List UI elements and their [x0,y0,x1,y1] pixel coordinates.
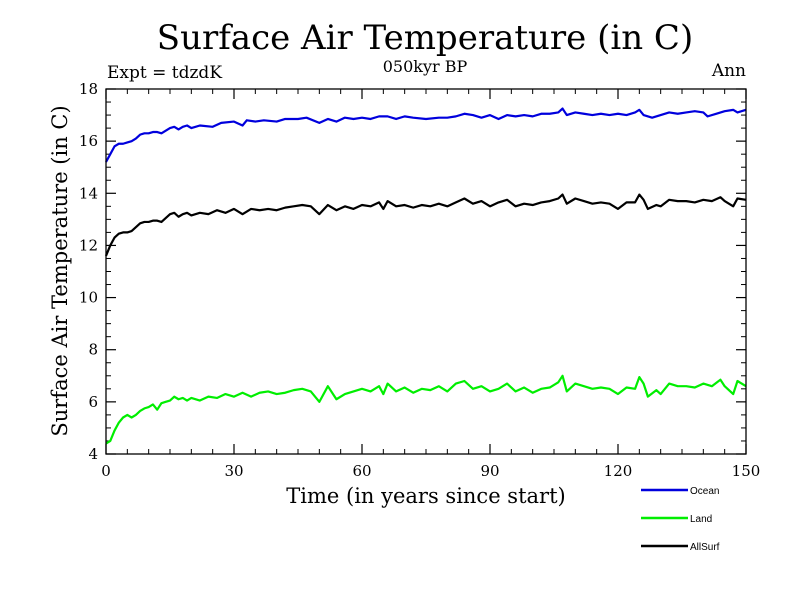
y-tick-label: 14 [79,184,98,202]
y-tick-label: 8 [88,341,98,359]
x-tick-label: 30 [224,462,243,480]
legend-label-land: Land [690,514,712,525]
x-tick-labels: 0 30 60 90 120 150 [101,462,760,480]
y-tick-label: 16 [79,132,98,150]
series-line-ocean [105,107,747,163]
x-tick-label: 0 [101,462,111,480]
y-tick-label: 10 [79,289,98,307]
legend: Ocean Land AllSurf [641,486,720,553]
series-layer [104,107,747,445]
x-tick-label: 120 [604,462,633,480]
y-tick-labels: 4 6 8 10 12 14 16 18 [79,80,98,463]
legend-label-allsurf: AllSurf [690,542,720,553]
y-axis-label: Surface Air Temperature (in C) [48,105,72,436]
experiment-label: Expt = tdzdK [107,63,222,83]
y-tick-label: 4 [88,445,98,463]
y-tick-label: 6 [88,393,98,411]
series-line-land [105,374,747,445]
series-line-allsurf [104,193,747,257]
x-tick-label: 90 [480,462,499,480]
plot-frame [105,88,747,455]
x-tick-label: 60 [352,462,371,480]
x-tick-label: 150 [732,462,761,480]
chart-title: Surface Air Temperature (in C) [157,18,693,58]
season-label: Ann [711,61,746,81]
y-tick-label: 12 [79,236,98,254]
chart-subtitle: 050kyr BP [383,57,468,76]
y-tick-label: 18 [79,80,98,98]
legend-label-ocean: Ocean [690,486,719,497]
x-axis-label: Time (in years since start) [286,484,565,508]
